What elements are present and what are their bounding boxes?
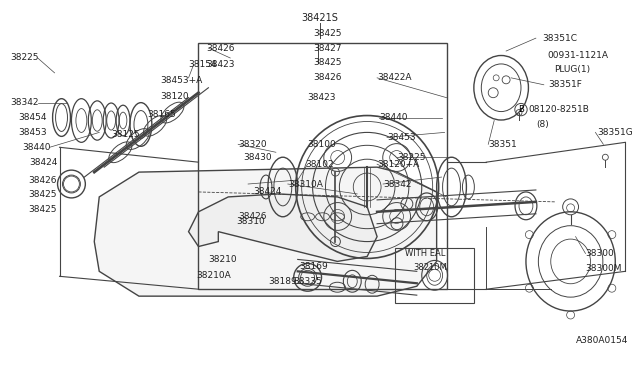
Text: (8): (8) bbox=[536, 120, 548, 129]
Text: 38335: 38335 bbox=[294, 277, 323, 286]
Text: 38165: 38165 bbox=[147, 110, 175, 119]
Text: 38310A: 38310A bbox=[288, 180, 323, 189]
Text: B: B bbox=[518, 105, 524, 114]
Text: 38100: 38100 bbox=[308, 140, 337, 149]
Text: 38425: 38425 bbox=[28, 205, 56, 214]
Text: 38351: 38351 bbox=[488, 140, 517, 149]
Text: 38426: 38426 bbox=[238, 212, 267, 221]
Text: 38210A: 38210A bbox=[196, 271, 231, 280]
Text: 38421S: 38421S bbox=[301, 13, 338, 23]
Text: 38422A: 38422A bbox=[377, 73, 412, 82]
Text: 38351G: 38351G bbox=[597, 128, 633, 137]
Text: WITH EAL: WITH EAL bbox=[405, 249, 445, 258]
Text: 38342: 38342 bbox=[10, 98, 38, 107]
Text: 38440: 38440 bbox=[379, 113, 408, 122]
Text: 08120-8251B: 08120-8251B bbox=[528, 105, 589, 114]
Text: 38351F: 38351F bbox=[548, 80, 582, 89]
Text: 38300: 38300 bbox=[586, 249, 614, 258]
Polygon shape bbox=[94, 167, 436, 296]
Text: 38426: 38426 bbox=[28, 176, 56, 185]
Text: 38300M: 38300M bbox=[586, 264, 622, 273]
Text: 38425: 38425 bbox=[314, 29, 342, 38]
Text: 38189: 38189 bbox=[268, 277, 297, 286]
Text: 38225: 38225 bbox=[10, 54, 38, 62]
Text: 38426: 38426 bbox=[314, 73, 342, 82]
Bar bbox=[395, 247, 474, 303]
Text: 00931-1121A: 00931-1121A bbox=[548, 51, 609, 60]
Text: 38430: 38430 bbox=[243, 153, 272, 162]
Text: 38120: 38120 bbox=[161, 92, 189, 101]
Text: 38342: 38342 bbox=[383, 180, 412, 189]
Text: PLUG(1): PLUG(1) bbox=[554, 65, 590, 74]
Text: 38210: 38210 bbox=[209, 255, 237, 264]
Text: 38453+A: 38453+A bbox=[161, 76, 203, 85]
Text: 38351C: 38351C bbox=[542, 33, 577, 43]
Text: 38125: 38125 bbox=[111, 130, 140, 139]
Text: 38424: 38424 bbox=[30, 158, 58, 167]
Polygon shape bbox=[189, 194, 377, 262]
Text: 38440: 38440 bbox=[22, 143, 51, 152]
Text: 38454: 38454 bbox=[18, 113, 46, 122]
Text: 38423: 38423 bbox=[207, 60, 235, 70]
Bar bbox=[198, 43, 447, 289]
Text: 38320: 38320 bbox=[238, 140, 267, 149]
Text: 38423: 38423 bbox=[308, 93, 336, 102]
Text: 38425: 38425 bbox=[28, 190, 56, 199]
Text: 38425: 38425 bbox=[314, 58, 342, 67]
Text: 38225: 38225 bbox=[397, 153, 426, 162]
Text: 38427: 38427 bbox=[314, 44, 342, 52]
Text: 38169: 38169 bbox=[300, 262, 328, 271]
Text: 38102: 38102 bbox=[306, 160, 334, 169]
Text: 38453: 38453 bbox=[387, 133, 415, 142]
Text: 38310: 38310 bbox=[236, 217, 265, 226]
Text: 38210M: 38210M bbox=[413, 263, 447, 272]
Text: 38453: 38453 bbox=[18, 128, 47, 137]
Text: A380A0154: A380A0154 bbox=[575, 336, 628, 345]
Text: 38426: 38426 bbox=[207, 44, 235, 52]
Text: 38424: 38424 bbox=[253, 187, 282, 196]
Text: 38120+A: 38120+A bbox=[377, 160, 419, 169]
Text: 38154: 38154 bbox=[189, 60, 217, 70]
